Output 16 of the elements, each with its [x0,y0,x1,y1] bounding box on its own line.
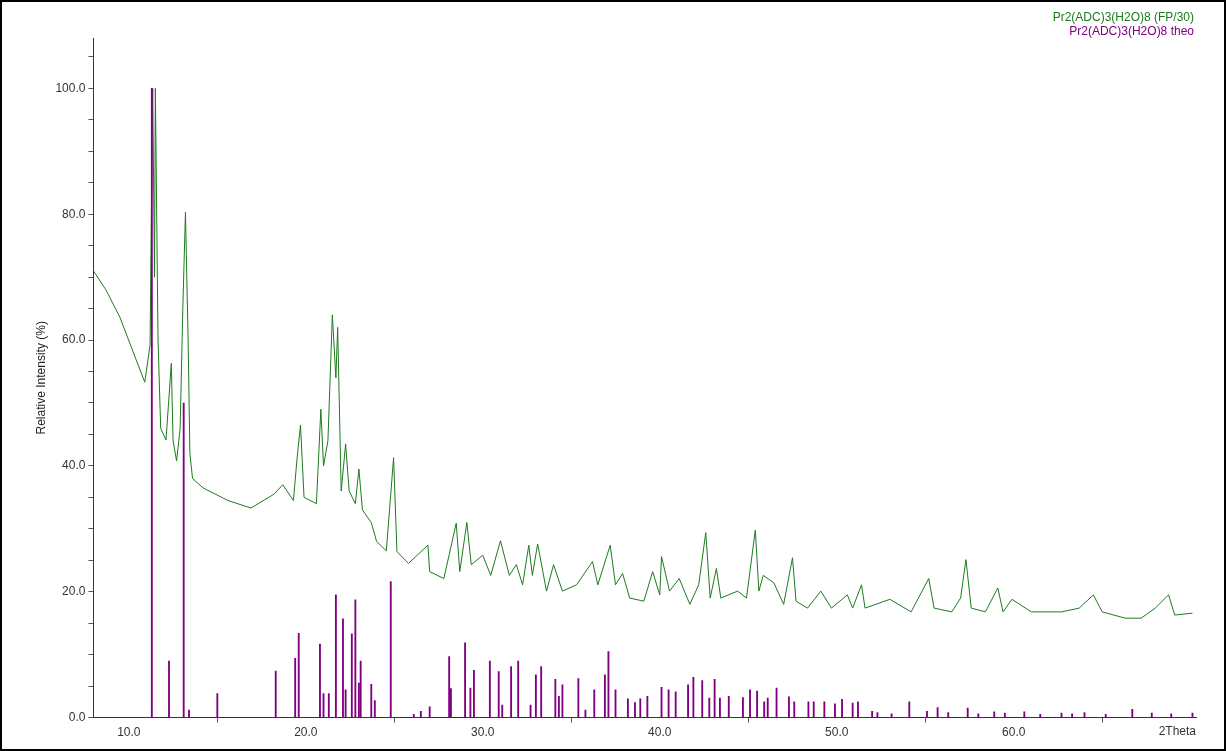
y-tick-label: 20.0 [62,584,86,599]
x-tick-label: 50.0 [825,725,849,740]
x-tick-label: 30.0 [471,725,495,740]
text: Pr2(ADC)3(H2O)8 theo [1069,24,1195,39]
x-tick-label: 20.0 [294,725,318,740]
y-tick-label: 60.0 [62,332,86,347]
y-tick-label: 40.0 [62,458,86,473]
y-tick-label: 0.0 [68,709,86,724]
x-axis-title: 2Theta [1158,723,1197,738]
y-tick-label: 80.0 [62,206,86,221]
text: Pr2(ADC)3(H2O)8 (FP/30) [1052,10,1194,25]
x-tick-label: 60.0 [1002,725,1026,740]
y-axis-title: Relative Intensity (%) [33,321,48,435]
x-tick-label: 10.0 [117,725,141,740]
y-tick-label: 100.0 [55,80,86,95]
x-tick-label: 40.0 [648,725,672,740]
